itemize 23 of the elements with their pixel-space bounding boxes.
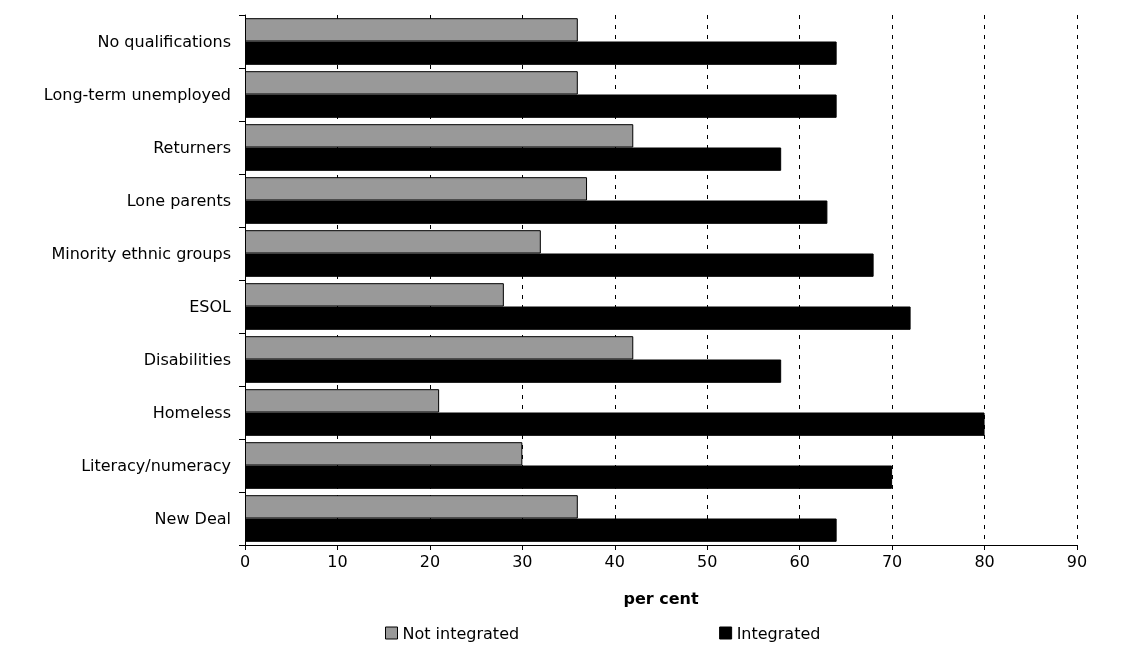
y-tick-label: ESOL [189, 297, 232, 316]
x-tick-label: 0 [239, 551, 251, 571]
legend-label: Integrated [736, 623, 821, 643]
y-tick-label: Returners [153, 138, 231, 157]
x-tick-label: 70 [881, 551, 903, 571]
x-tick-label: 50 [697, 551, 718, 571]
x-tick-label: 20 [419, 551, 441, 571]
y-tick-label: Lone parents [126, 191, 231, 210]
y-tick-label: Long-term unemployed [43, 85, 231, 104]
x-tick-label: 10 [327, 551, 348, 571]
y-tick-label: No qualifications [97, 32, 231, 51]
y-tick-label: Minority ethnic groups [51, 244, 231, 263]
y-tick-label: Literacy/numeracy [81, 456, 231, 475]
x-tick-label: 40 [604, 551, 625, 571]
x-axis-title: per cent [623, 588, 699, 608]
y-tick-label: Homeless [152, 403, 231, 422]
x-tick-label: 30 [512, 551, 533, 571]
y-tick-label: Disabilities [143, 350, 231, 369]
x-tick-label: 60 [789, 551, 810, 571]
legend-label: Not integrated [402, 623, 520, 643]
y-tick-label: New Deal [154, 509, 231, 528]
x-tick-label: 90 [1066, 551, 1088, 571]
x-tick-label: 80 [974, 551, 995, 571]
